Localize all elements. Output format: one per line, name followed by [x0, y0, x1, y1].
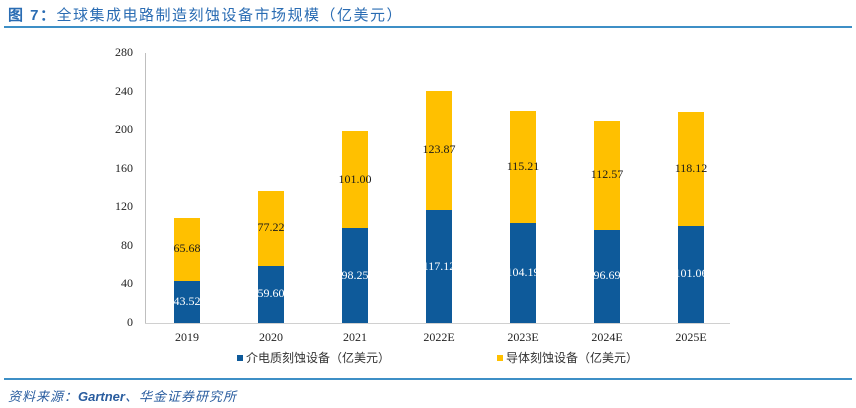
source-brand: Gartner: [78, 389, 125, 404]
bar-segment-dielectric: [342, 228, 368, 323]
x-category-label: 2025E: [675, 330, 707, 344]
y-tick-label: 80: [121, 237, 133, 252]
bar-segment-conductor: [594, 121, 620, 230]
data-label-conductor: 115.21: [506, 158, 540, 173]
y-tick-label: 160: [115, 160, 133, 175]
bar-segment-dielectric: [510, 222, 536, 323]
bar-segment-conductor: [258, 191, 284, 266]
bar-segment-dielectric: [426, 210, 452, 323]
x-category-label: 2021: [343, 330, 367, 344]
data-label-dielectric: 43.52: [173, 294, 201, 309]
data-label-dielectric: 104.19: [506, 264, 540, 279]
bar-segment-dielectric: [678, 225, 704, 323]
bar-segment-dielectric: [258, 265, 284, 323]
data-label-conductor: 112.57: [590, 167, 624, 182]
bottom-divider: [4, 378, 852, 380]
legend-swatch-blue-icon: [237, 354, 243, 361]
data-label-conductor: 65.68: [173, 241, 201, 256]
source-note: 资料来源：Gartner、华金证券研究所: [8, 386, 237, 405]
data-label-dielectric: 101.06: [674, 266, 708, 281]
bar-segment-conductor: [678, 111, 704, 226]
x-category-label: 2020: [259, 330, 283, 344]
bar-segment-conductor: [174, 217, 200, 282]
data-label-dielectric: 98.25: [341, 267, 369, 282]
bar-segment-dielectric: [594, 229, 620, 323]
y-tick-label: 240: [115, 83, 133, 98]
source-prefix: 资料来源：: [8, 390, 79, 405]
y-tick-label: 280: [115, 45, 133, 59]
data-label-conductor: 123.87: [422, 142, 456, 157]
y-tick-label: 0: [127, 315, 133, 329]
data-label-conductor: 118.12: [674, 160, 708, 175]
y-tick-label: 40: [121, 276, 133, 291]
x-category-label: 2023E: [507, 330, 539, 344]
data-label-dielectric: 96.69: [593, 268, 621, 283]
x-axis: [145, 323, 730, 324]
y-axis: [145, 53, 146, 323]
source-suffix: 、华金证券研究所: [124, 390, 237, 405]
bar-segment-conductor: [342, 130, 368, 229]
data-label-dielectric: 59.60: [257, 286, 285, 301]
y-tick-label: 200: [115, 122, 133, 137]
legend-item-dielectric: 介电质刻蚀设备（亿美元）: [237, 349, 390, 366]
legend-item-conductor: 导体刻蚀设备（亿美元）: [497, 349, 638, 366]
x-category-label: 2019: [175, 330, 199, 344]
figure-title: 图 7：全球集成电路制造刻蚀设备市场规模（亿美元）: [8, 4, 403, 25]
y-tick-label: 120: [115, 199, 133, 214]
bar-segment-conductor: [510, 111, 536, 223]
top-divider: [4, 26, 852, 28]
figure-label: 图 7：: [8, 7, 57, 24]
legend-swatch-yellow-icon: [497, 354, 503, 361]
x-category-label: 2022E: [423, 330, 455, 344]
bar-segment-conductor: [426, 90, 452, 211]
data-label-conductor: 101.00: [338, 171, 372, 186]
x-category-label: 2024E: [591, 330, 623, 344]
data-label-dielectric: 117.12: [422, 258, 456, 273]
legend-label: 导体刻蚀设备（亿美元）: [506, 351, 639, 365]
data-label-conductor: 77.22: [257, 220, 285, 235]
figure-title-text: 全球集成电路制造刻蚀设备市场规模（亿美元）: [56, 6, 404, 24]
legend-label: 介电质刻蚀设备（亿美元）: [246, 351, 391, 365]
bar-segment-dielectric: [174, 281, 200, 323]
